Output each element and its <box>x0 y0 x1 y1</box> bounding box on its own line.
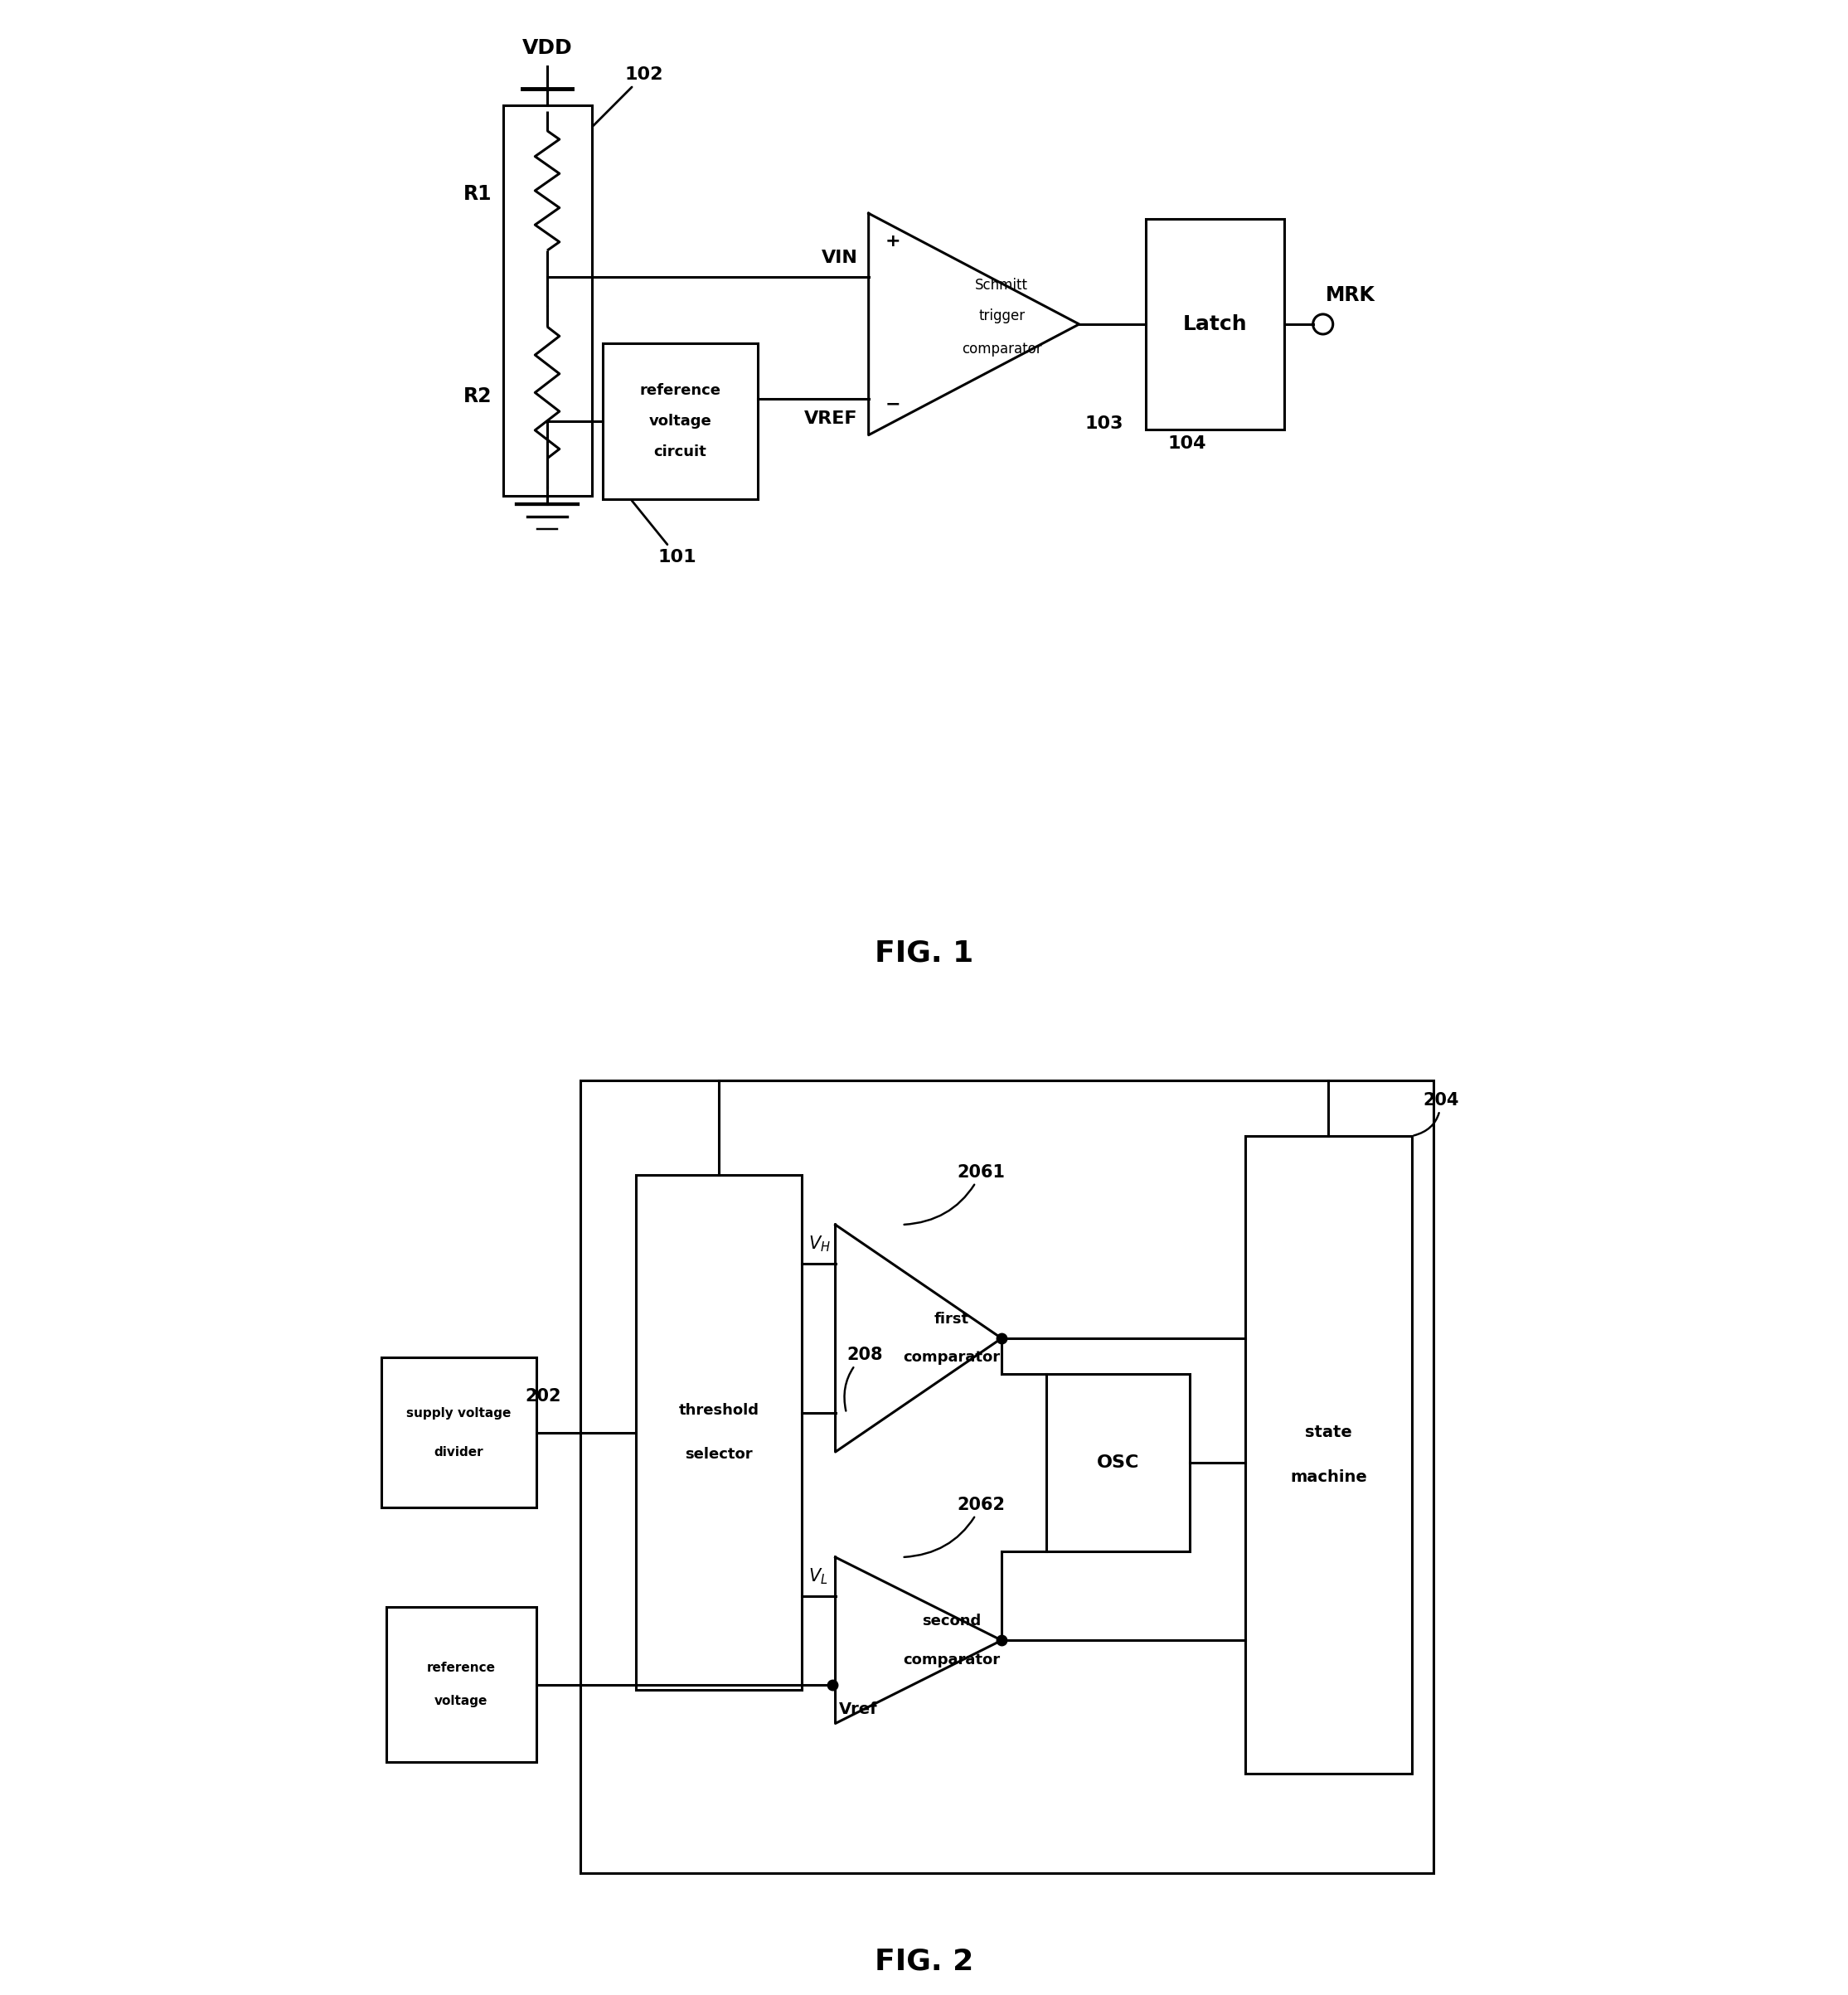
Text: selector: selector <box>686 1446 752 1462</box>
Text: FIG. 2: FIG. 2 <box>874 1947 974 1975</box>
Text: +: + <box>885 233 900 249</box>
Text: state: state <box>1305 1424 1353 1440</box>
Text: divider: divider <box>434 1446 484 1458</box>
Text: first: first <box>935 1311 968 1327</box>
Text: comparator: comparator <box>904 1652 1000 1668</box>
Text: trigger: trigger <box>978 309 1026 323</box>
Text: Schmitt: Schmitt <box>976 277 1027 293</box>
Text: 208: 208 <box>845 1347 883 1410</box>
Text: reference: reference <box>427 1662 495 1674</box>
Text: $V_L$: $V_L$ <box>809 1566 828 1586</box>
Text: MRK: MRK <box>1325 285 1375 305</box>
Text: 104: 104 <box>1168 435 1207 451</box>
Text: circuit: circuit <box>654 445 706 459</box>
Text: 103: 103 <box>1085 415 1124 433</box>
Text: $V_H$: $V_H$ <box>809 1235 832 1253</box>
Text: machine: machine <box>1290 1468 1368 1484</box>
Text: comparator: comparator <box>961 341 1042 357</box>
Text: VIN: VIN <box>821 249 857 265</box>
Circle shape <box>1312 313 1332 333</box>
Text: second: second <box>922 1614 981 1628</box>
Text: voltage: voltage <box>649 413 711 429</box>
Text: 204: 204 <box>1414 1091 1458 1135</box>
Text: OSC: OSC <box>1096 1454 1138 1470</box>
Text: reference: reference <box>639 383 721 399</box>
Text: VDD: VDD <box>523 38 573 58</box>
Text: comparator: comparator <box>904 1351 1000 1365</box>
Text: VREF: VREF <box>804 411 857 427</box>
Text: FIG. 1: FIG. 1 <box>874 940 974 968</box>
Text: R2: R2 <box>464 387 492 407</box>
Text: threshold: threshold <box>678 1402 760 1418</box>
Text: voltage: voltage <box>434 1696 488 1708</box>
Text: 202: 202 <box>525 1389 562 1404</box>
Text: Latch: Latch <box>1183 315 1247 333</box>
Text: −: − <box>885 397 900 413</box>
Text: R1: R1 <box>464 184 492 203</box>
Text: 102: 102 <box>593 66 663 126</box>
Text: 2062: 2062 <box>904 1496 1005 1556</box>
Text: supply voltage: supply voltage <box>407 1406 510 1418</box>
Text: Vref: Vref <box>839 1702 878 1718</box>
Text: 2061: 2061 <box>904 1163 1005 1225</box>
Text: 101: 101 <box>632 501 697 565</box>
